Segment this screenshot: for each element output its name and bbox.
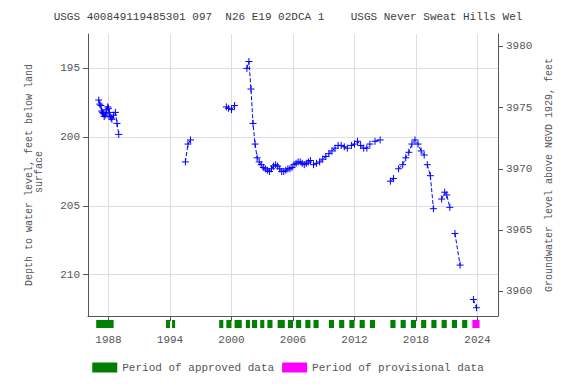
svg-text:3975: 3975 (506, 102, 532, 114)
svg-text:Depth to water level, feet bel: Depth to water level, feet below land (23, 64, 35, 286)
svg-text:Period of provisional data: Period of provisional data (312, 362, 484, 374)
svg-text:3970: 3970 (506, 163, 532, 175)
svg-text:2006: 2006 (280, 334, 306, 346)
svg-text:Period of approved data: Period of approved data (122, 362, 274, 374)
svg-text:1994: 1994 (157, 334, 184, 346)
svg-text:2012: 2012 (341, 334, 367, 346)
svg-text:205: 205 (60, 200, 80, 212)
svg-text:3980: 3980 (506, 40, 532, 52)
svg-text:3960: 3960 (506, 285, 532, 297)
svg-text:195: 195 (60, 62, 80, 74)
svg-text:surface: surface (34, 151, 45, 199)
svg-text:3965: 3965 (506, 224, 532, 236)
svg-text:Groundwater level above NGVD 1: Groundwater level above NGVD 1929, feet (544, 58, 555, 292)
svg-text:1988: 1988 (95, 334, 121, 346)
svg-text:210: 210 (60, 269, 80, 281)
svg-text:2000: 2000 (218, 334, 244, 346)
svg-text:2024: 2024 (464, 334, 491, 346)
svg-text:USGS 400849119485301 097 N26: USGS 400849119485301 097 N26 E19 02DCA 1… (54, 11, 523, 23)
svg-text:200: 200 (60, 131, 80, 143)
svg-text:2018: 2018 (403, 334, 429, 346)
